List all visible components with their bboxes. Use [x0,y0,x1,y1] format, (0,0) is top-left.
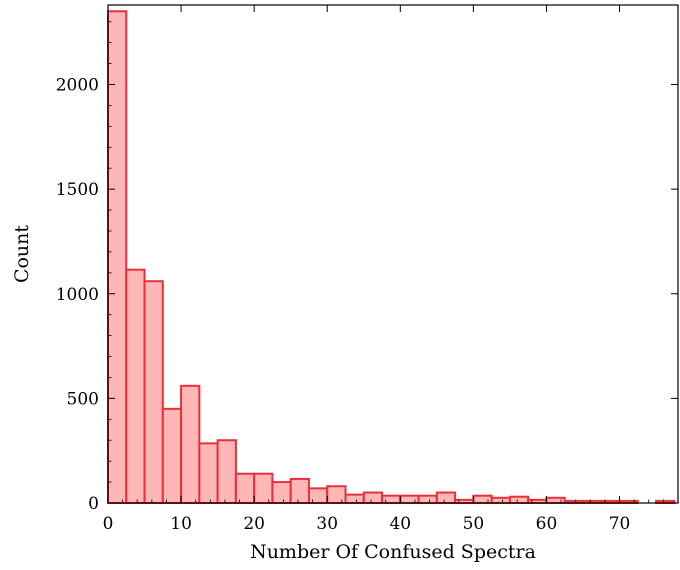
y-tick-label: 500 [67,389,99,409]
histogram-bar [125,268,146,504]
histogram-bar [490,496,511,505]
histogram-bar [307,487,329,504]
histogram-bar [472,494,493,505]
x-tick-label: 20 [243,514,265,534]
x-tick-label: 30 [316,514,338,534]
histogram-bar [326,485,347,504]
y-axis-ticks: 0 500 1000 1500 2000 [56,21,678,514]
histogram-bar [399,494,420,505]
x-tick-label: 60 [536,514,558,534]
bars-group [107,10,676,505]
y-axis-label: Count [11,225,33,283]
y-tick-label: 0 [88,494,99,514]
histogram-bar [271,481,292,504]
x-axis-label: Number Of Confused Spectra [250,541,536,563]
histogram-bar [180,384,201,504]
histogram-bar [435,491,457,504]
histogram-bar [417,494,438,505]
y-tick-label: 2000 [56,76,99,96]
histogram-bar [198,442,219,504]
x-tick-label: 70 [609,514,631,534]
y-tick-label: 1500 [56,180,99,200]
x-tick-label: 10 [170,514,192,534]
histogram-bar [107,10,128,504]
histogram-bar [508,495,530,504]
x-tick-label: 40 [389,514,411,534]
x-tick-label: 50 [463,514,485,534]
y-tick-label: 1000 [56,285,99,305]
plot-frame [107,4,679,504]
histogram-bar [545,496,566,505]
histogram-bar [362,491,384,504]
histogram-bar [216,439,237,505]
histogram-bar [234,472,256,504]
histogram-bar [143,280,164,505]
x-tick-label: 0 [103,514,114,534]
histogram-bar [161,407,183,504]
histogram-bar [381,494,402,505]
histogram-bar [344,493,365,504]
histogram-bar [289,477,310,505]
histogram-bar [253,472,274,504]
